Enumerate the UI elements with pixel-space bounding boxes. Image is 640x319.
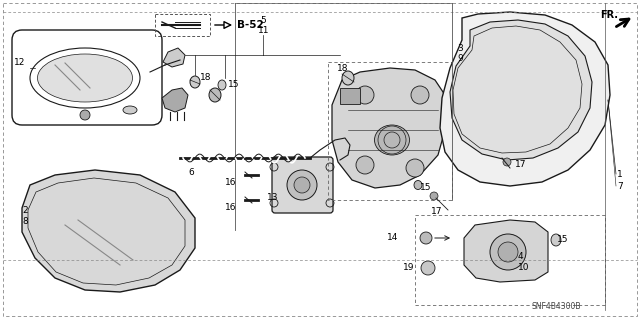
Ellipse shape (374, 125, 410, 155)
Circle shape (420, 232, 432, 244)
Text: 16: 16 (225, 203, 236, 212)
Circle shape (406, 159, 424, 177)
Polygon shape (332, 68, 445, 188)
Text: 6: 6 (188, 168, 194, 177)
Text: 5: 5 (260, 16, 266, 25)
Text: 19: 19 (403, 263, 415, 272)
Text: SNF4B4300B: SNF4B4300B (532, 302, 582, 311)
Text: 7: 7 (617, 182, 623, 191)
Circle shape (503, 158, 511, 166)
Polygon shape (450, 20, 592, 160)
Ellipse shape (342, 71, 354, 85)
Text: 12: 12 (14, 58, 26, 67)
Circle shape (498, 242, 518, 262)
Polygon shape (162, 88, 188, 112)
Text: 18: 18 (200, 73, 211, 82)
Text: 15: 15 (420, 183, 431, 192)
Circle shape (356, 156, 374, 174)
Text: 4: 4 (518, 252, 524, 261)
Circle shape (421, 261, 435, 275)
Polygon shape (464, 220, 548, 282)
Circle shape (411, 86, 429, 104)
FancyBboxPatch shape (272, 157, 333, 213)
Circle shape (80, 110, 90, 120)
Circle shape (356, 86, 374, 104)
Text: B-52: B-52 (237, 20, 264, 30)
Text: 15: 15 (557, 235, 568, 244)
Text: 13: 13 (267, 193, 278, 202)
Text: 9: 9 (457, 54, 463, 63)
Polygon shape (340, 88, 360, 104)
Circle shape (490, 234, 526, 270)
Circle shape (287, 170, 317, 200)
Text: 11: 11 (258, 26, 269, 35)
Text: 15: 15 (228, 80, 239, 89)
Ellipse shape (38, 54, 132, 102)
Circle shape (430, 192, 438, 200)
Text: FR.: FR. (600, 10, 618, 20)
Text: 17: 17 (431, 207, 442, 216)
Circle shape (294, 177, 310, 193)
Ellipse shape (218, 80, 226, 90)
Polygon shape (22, 170, 195, 292)
Ellipse shape (209, 88, 221, 102)
Text: 16: 16 (225, 178, 236, 187)
Polygon shape (440, 12, 610, 186)
Text: 14: 14 (387, 233, 398, 242)
Text: 18: 18 (337, 64, 349, 73)
Text: 1: 1 (617, 170, 623, 179)
Ellipse shape (414, 181, 422, 189)
Text: 17: 17 (515, 160, 527, 169)
Text: 8: 8 (22, 217, 28, 226)
Text: 3: 3 (457, 44, 463, 53)
Ellipse shape (123, 106, 137, 114)
Polygon shape (163, 48, 185, 67)
Ellipse shape (551, 234, 561, 246)
Text: 2: 2 (22, 206, 28, 215)
Text: 10: 10 (518, 263, 529, 272)
Ellipse shape (190, 76, 200, 88)
